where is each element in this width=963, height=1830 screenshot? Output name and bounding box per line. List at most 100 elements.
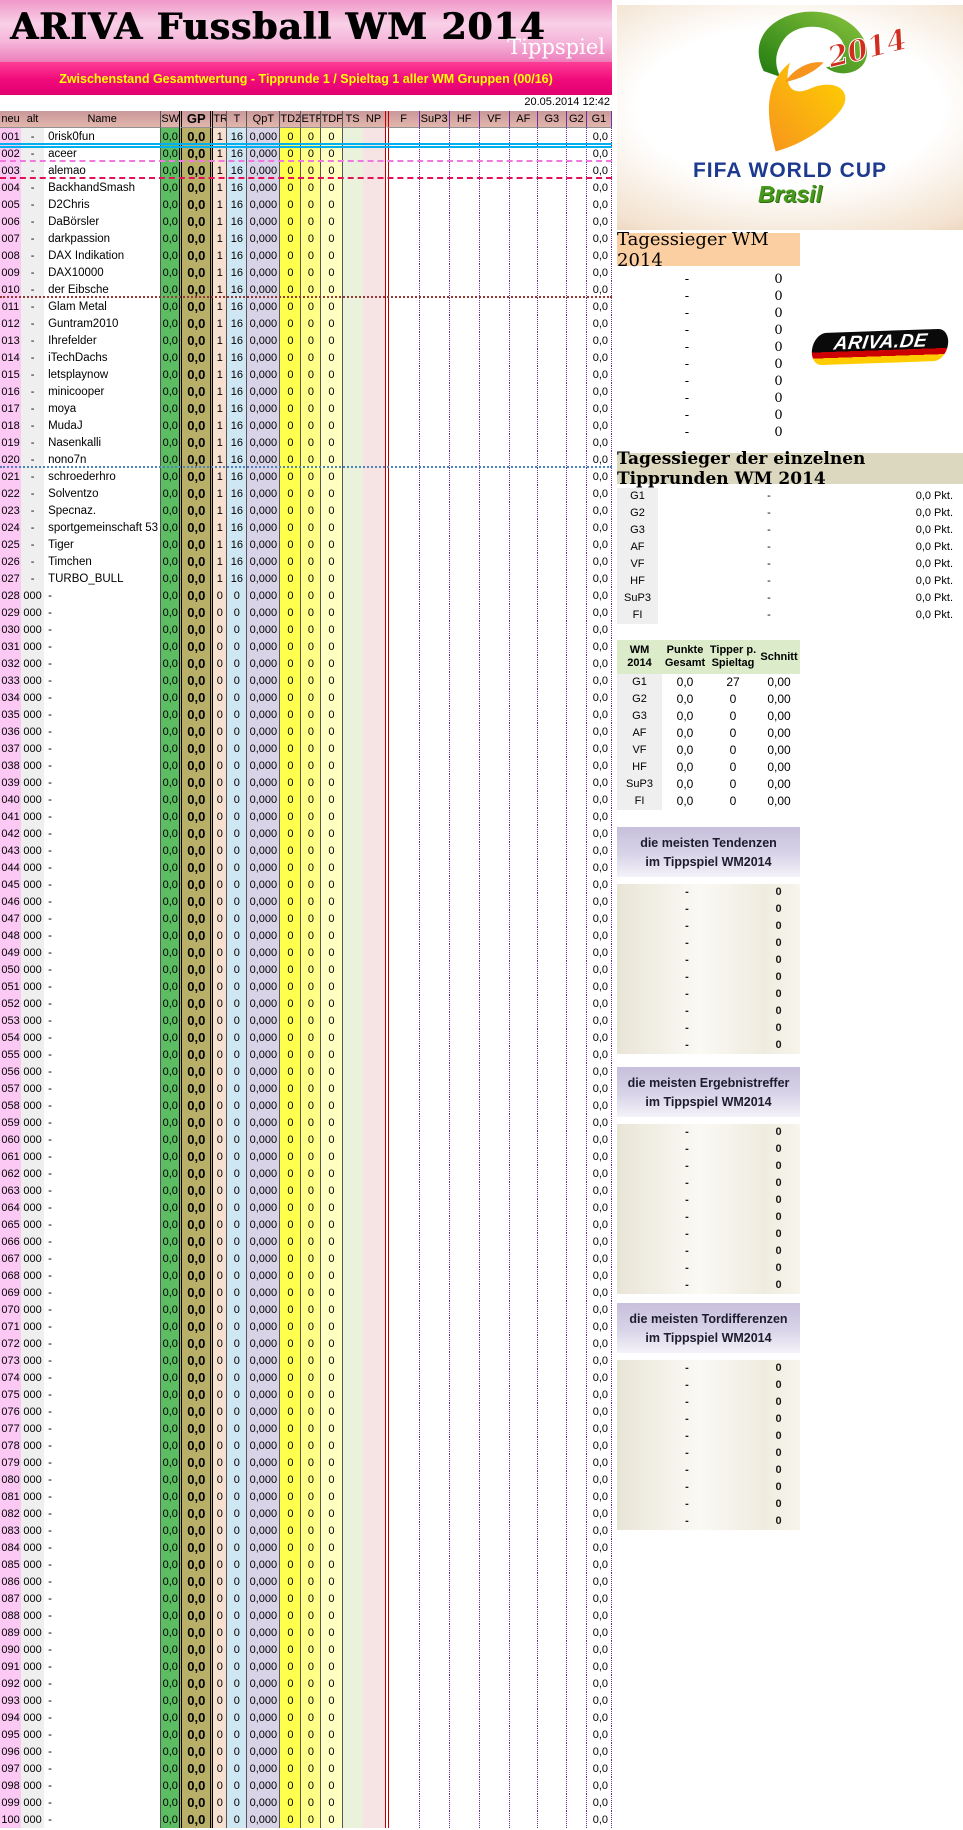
cell-t: 16	[227, 179, 248, 196]
cell-gp: 0,0	[179, 162, 214, 179]
cell-gp: 0,0	[179, 1454, 214, 1471]
winner-value: 0	[774, 425, 783, 440]
cell-vf	[480, 570, 510, 587]
cell-af	[510, 893, 538, 910]
cell-t: 0	[227, 1488, 248, 1505]
cell-etf: 0	[301, 383, 322, 400]
cell-etf: 0	[301, 417, 322, 434]
cell-gp: 0,0	[179, 927, 214, 944]
cell-g1: 0,0	[587, 1233, 612, 1250]
section-row: -0	[617, 1479, 800, 1496]
cell-ts	[342, 740, 363, 757]
cell-vf	[480, 213, 510, 230]
cell-name: -	[44, 1216, 161, 1233]
cell-tr: 1	[213, 315, 228, 332]
cell-hf	[450, 1692, 480, 1709]
cell-tdz: 0	[280, 485, 302, 502]
cell-etf: 0	[301, 927, 322, 944]
cell-sup3	[420, 281, 450, 298]
cell-name: alemao	[44, 162, 161, 179]
cell-f	[384, 1165, 420, 1182]
cell-np	[362, 1590, 385, 1607]
cell-sup3	[420, 570, 450, 587]
cell-etf: 0	[301, 1624, 322, 1641]
cell-tr: 1	[213, 128, 228, 145]
cell-qpt: 0,000	[247, 1794, 281, 1811]
tipprunden-title: Tagessieger der einzelnen Tipprunden WM …	[617, 449, 963, 489]
cell-name: -	[44, 1182, 161, 1199]
section-row: -0	[617, 918, 800, 935]
cell-sw: 0,0	[160, 1641, 180, 1658]
cell-np	[362, 808, 385, 825]
cell-ts	[342, 128, 363, 145]
cell-g2	[567, 1607, 587, 1624]
table-row: 098 000-0,0 0,0 0 0 0,000 0 0 0 0,0	[0, 1777, 612, 1794]
cell-name: -	[44, 1131, 161, 1148]
cell-g3	[538, 1148, 567, 1165]
entry-value: 0	[775, 1022, 782, 1034]
cell-g2	[567, 213, 587, 230]
cell-name: -	[44, 1658, 161, 1675]
cell-tdz: 0	[280, 196, 302, 213]
cell-g3	[538, 1233, 567, 1250]
cell-g2	[567, 1352, 587, 1369]
cell-g3	[538, 655, 567, 672]
cell-g1: 0,0	[587, 1743, 612, 1760]
cell-tdz: 0	[280, 247, 302, 264]
cell-gp: 0,0	[179, 179, 214, 196]
cell-name: -	[44, 723, 161, 740]
cell-af	[510, 1471, 538, 1488]
cell-tr: 0	[213, 638, 228, 655]
cell-ts	[342, 825, 363, 842]
cell-t: 0	[227, 842, 248, 859]
cell-etf: 0	[301, 1182, 322, 1199]
entry-value: 0	[775, 1396, 782, 1408]
cell-qpt: 0,000	[247, 1624, 281, 1641]
cell-gp: 0,0	[179, 655, 214, 672]
entry-name: -	[685, 1177, 689, 1189]
cell-qpt: 0,000	[247, 808, 281, 825]
entry-name: -	[685, 1430, 689, 1442]
cell-neu: 057	[0, 1080, 22, 1097]
cell-hf	[450, 468, 480, 485]
cell-vf	[480, 1743, 510, 1760]
cell-tdz: 0	[280, 1063, 302, 1080]
cell-g1: 0,0	[587, 1777, 612, 1794]
cell-hf	[450, 1641, 480, 1658]
entry-name: -	[685, 1413, 689, 1425]
cell-af	[510, 281, 538, 298]
cell-t: 16	[227, 349, 248, 366]
cell-vf	[480, 1522, 510, 1539]
tagessieger-title: Tagessieger WM 2014	[617, 229, 800, 271]
cell-np	[362, 791, 385, 808]
cell-tdf: 0	[321, 315, 343, 332]
cell-g3	[538, 893, 567, 910]
cell-tr: 1	[213, 162, 228, 179]
cell-af	[510, 825, 538, 842]
cell-etf: 0	[301, 1012, 322, 1029]
section-row: -0	[617, 1394, 800, 1411]
cell-af	[510, 1743, 538, 1760]
cell-vf	[480, 196, 510, 213]
winner-name: -	[684, 340, 690, 355]
cell-g2	[567, 1420, 587, 1437]
winner-value: 0	[774, 357, 783, 372]
cell-tr: 0	[213, 978, 228, 995]
cell-f	[384, 315, 420, 332]
table-row: 002- aceer 0,0 0,0 1 16 0,000 0 0 0 0,0	[0, 145, 612, 162]
cell-alt: 000	[21, 1097, 45, 1114]
cell-np	[362, 1641, 385, 1658]
cell-np	[362, 740, 385, 757]
cell-sw: 0,0	[160, 1165, 180, 1182]
cell-alt: -	[21, 247, 45, 264]
cell-g2	[567, 247, 587, 264]
cell-f	[384, 1760, 420, 1777]
cell-f	[384, 706, 420, 723]
cell-ts	[342, 1369, 363, 1386]
cell-gp: 0,0	[179, 1607, 214, 1624]
cell-g3	[538, 910, 567, 927]
cell-tdf: 0	[321, 1318, 343, 1335]
cell-name: Nasenkalli	[44, 434, 161, 451]
cell-tdz: 0	[280, 1352, 302, 1369]
cell-neu: 095	[0, 1726, 22, 1743]
